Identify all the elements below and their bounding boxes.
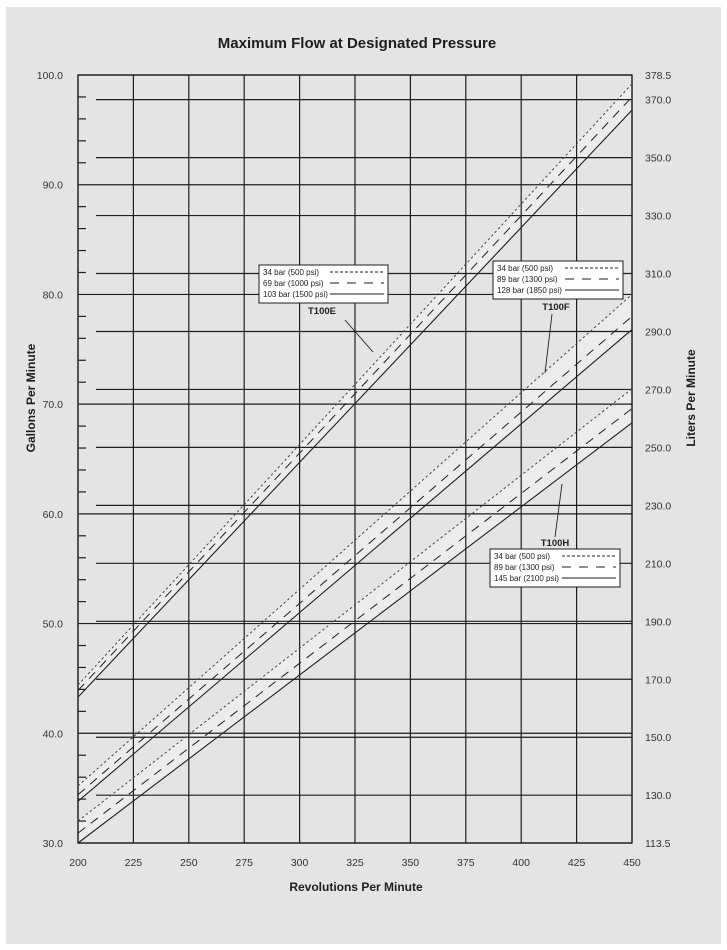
x-tick-label: 250 [180, 857, 198, 869]
y-tick-label: 60.0 [43, 509, 64, 521]
leader-line [544, 313, 553, 374]
y-right-tick-label: 310.0 [645, 269, 671, 281]
legend-entry-label: 103 bar (1500 psi) [263, 290, 328, 299]
legend-T100F: 34 bar (500 psi) 89 bar (1300 psi) 128 bar… [492, 260, 624, 374]
legend-entry-label: 128 bar (1850 psi) [497, 286, 562, 295]
y-right-tick-label: 130.0 [645, 790, 671, 802]
x-tick-label: 425 [568, 857, 586, 869]
legend-entry-label: 89 bar (1300 psi) [494, 563, 555, 572]
x-tick-label: 400 [512, 857, 530, 869]
legend-entry-label: 69 bar (1000 psi) [263, 279, 324, 288]
y-right-tick-label: 113.5 [645, 838, 671, 850]
series-line-T100E [77, 83, 633, 686]
model-label: T100E [308, 306, 336, 317]
y-axis-right: 378.5 370.0 350.0 330.0 310.0 290.0 270.0 250.0… [645, 70, 671, 850]
leader-line [554, 483, 563, 538]
y-right-tick-label: 230.0 [645, 500, 671, 512]
x-tick-label: 300 [291, 857, 309, 869]
x-axis-label: Revolutions Per Minute [289, 880, 423, 894]
legend-entry-label: 89 bar (1300 psi) [497, 275, 558, 284]
x-tick-label: 350 [402, 857, 420, 869]
plot-border [77, 74, 633, 844]
y-right-tick-label: 190.0 [645, 616, 671, 628]
y-axis-label-right: Liters Per Minute [684, 349, 698, 447]
x-tick-label: 450 [623, 857, 641, 869]
series-line-T100F [77, 329, 633, 802]
x-tick-label: 375 [457, 857, 475, 869]
legend-entry-label: 34 bar (500 psi) [263, 268, 319, 277]
y-axis-left: 100.0 90.0 80.0 70.0 60.0 50.0 40.0 30.0 [37, 70, 63, 850]
series-line-T100F [77, 315, 633, 796]
model-label: T100F [542, 302, 570, 313]
legends: 34 bar (500 psi) 69 bar (1000 psi) 103 bar… [258, 260, 624, 588]
x-axis: 200 225 250 275 300 325 350 375 400 425 450 [69, 857, 641, 869]
gridlines [77, 74, 633, 844]
legend-box [492, 260, 624, 300]
y-tick-label: 70.0 [43, 399, 64, 411]
series-line-T100H [77, 408, 633, 834]
legend-entry-label: 34 bar (500 psi) [494, 552, 550, 561]
legend-box [258, 264, 389, 304]
y-right-tick-label: 350.0 [645, 153, 671, 165]
y-tick-label: 100.0 [37, 70, 63, 82]
legend-T100E: 34 bar (500 psi) 69 bar (1000 psi) 103 bar… [258, 264, 389, 353]
y-right-tick-label: 378.5 [645, 70, 671, 82]
x-tick-label: 225 [125, 857, 143, 869]
y-axis-label-left: Gallons Per Minute [24, 343, 38, 452]
chart-title: Maximum Flow at Designated Pressure [218, 35, 496, 52]
x-tick-label: 275 [235, 857, 253, 869]
y-tick-label: 90.0 [43, 180, 64, 192]
y-right-tick-label: 210.0 [645, 558, 671, 570]
legend-entry-label: 145 bar (2100 psi) [494, 574, 559, 583]
y-right-tick-label: 150.0 [645, 732, 671, 744]
legend-entry-label: 34 bar (500 psi) [497, 264, 553, 273]
x-tick-label: 325 [346, 857, 364, 869]
y-right-tick-label: 250.0 [645, 442, 671, 454]
y-tick-label: 50.0 [43, 619, 64, 631]
series-line-T100H [77, 422, 633, 844]
y-tick-label: 80.0 [43, 289, 64, 301]
x-tick-label: 200 [69, 857, 87, 869]
y-right-tick-label: 290.0 [645, 326, 671, 338]
series-lines [77, 83, 633, 844]
series-line-T100E [77, 109, 633, 698]
y-right-tick-label: 170.0 [645, 674, 671, 686]
legend-box [489, 548, 621, 588]
series-line-T100H [77, 388, 633, 822]
series-line-T100F [77, 294, 633, 787]
series-line-T100E [77, 96, 633, 691]
leader-line [344, 319, 374, 353]
y-tick-label: 30.0 [43, 838, 64, 850]
legend-T100H: 34 bar (500 psi) 89 bar (1300 psi) 145 bar… [489, 483, 621, 588]
model-label: T100H [541, 538, 570, 549]
y-right-tick-label: 330.0 [645, 211, 671, 223]
y-right-tick-label: 270.0 [645, 384, 671, 396]
y-right-tick-label: 370.0 [645, 95, 671, 107]
y-tick-label: 40.0 [43, 728, 64, 740]
